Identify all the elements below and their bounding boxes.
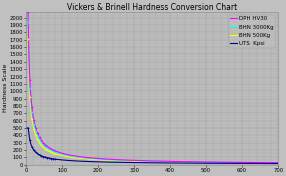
DPH HV30 (223, 161, 227, 163)
BHN 3000Kg (269, 162, 273, 164)
UTS  Kpsi (38, 154, 41, 156)
DPH HV30 (147, 160, 151, 162)
UTS  Kpsi (269, 162, 273, 165)
BHN 3000Kg (25, 11, 29, 13)
UTS  Kpsi (141, 162, 144, 164)
Y-axis label: Hardness Scale: Hardness Scale (3, 64, 8, 112)
Line: BHN 500Kg: BHN 500Kg (27, 12, 278, 163)
BHN 3000Kg (223, 161, 227, 164)
UTS  Kpsi (25, 127, 29, 129)
BHN 500Kg (269, 162, 273, 164)
BHN 500Kg (269, 162, 273, 164)
DPH HV30 (25, 11, 29, 13)
BHN 500Kg (141, 160, 144, 162)
BHN 3000Kg (147, 160, 151, 162)
BHN 500Kg (277, 162, 280, 164)
BHN 500Kg (38, 142, 41, 144)
UTS  Kpsi (223, 162, 227, 164)
UTS  Kpsi (147, 162, 151, 164)
DPH HV30 (277, 162, 280, 164)
BHN 3000Kg (269, 162, 273, 164)
UTS  Kpsi (269, 162, 273, 165)
DPH HV30 (269, 162, 273, 164)
Title: Vickers & Brinell Hardness Conversion Chart: Vickers & Brinell Hardness Conversion Ch… (67, 3, 237, 12)
Line: DPH HV30: DPH HV30 (27, 12, 278, 163)
UTS  Kpsi (277, 162, 280, 165)
BHN 500Kg (223, 162, 227, 164)
Legend: DPH HV30, BHN 3000Kg, BHN 500Kg, UTS  Kpsi: DPH HV30, BHN 3000Kg, BHN 500Kg, UTS Kps… (229, 15, 275, 48)
BHN 3000Kg (38, 139, 41, 141)
Line: BHN 3000Kg: BHN 3000Kg (27, 12, 278, 163)
DPH HV30 (38, 137, 41, 139)
BHN 500Kg (25, 11, 29, 13)
Line: UTS  Kpsi: UTS Kpsi (27, 128, 278, 164)
DPH HV30 (141, 160, 144, 162)
DPH HV30 (269, 162, 273, 164)
BHN 500Kg (147, 161, 151, 163)
BHN 3000Kg (277, 162, 280, 164)
BHN 3000Kg (141, 160, 144, 162)
